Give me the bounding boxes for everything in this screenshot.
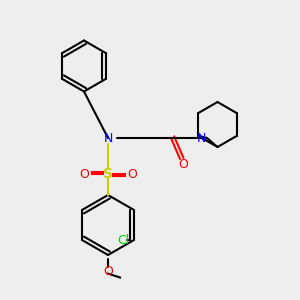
Text: N: N bbox=[196, 131, 206, 145]
Text: O: O bbox=[103, 265, 113, 278]
Text: O: O bbox=[127, 167, 137, 181]
Text: Cl: Cl bbox=[117, 233, 130, 247]
Text: N: N bbox=[103, 131, 113, 145]
Text: O: O bbox=[79, 167, 89, 181]
Text: S: S bbox=[103, 167, 113, 181]
Text: O: O bbox=[178, 158, 188, 172]
